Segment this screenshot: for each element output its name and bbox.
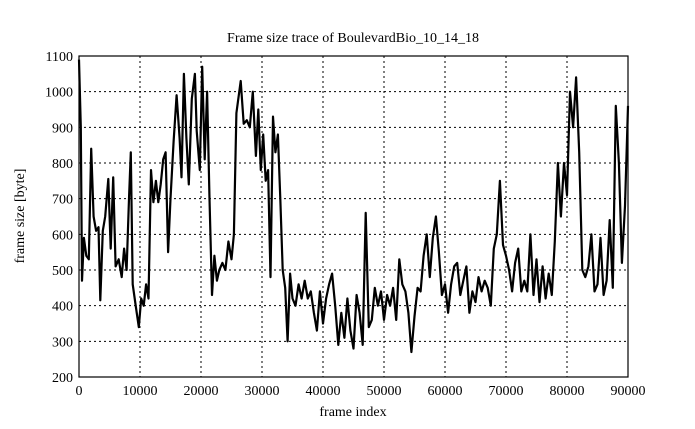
- chart-title: Frame size trace of BoulevardBio_10_14_1…: [227, 31, 479, 46]
- y-tick-label: 900: [52, 121, 73, 136]
- y-axis: 200 300 400 500 600 700 800 900 1000 1100: [45, 50, 73, 386]
- plot-frame: [78, 55, 629, 378]
- y-tick-label: 700: [52, 193, 73, 208]
- y-tick-label: 600: [52, 228, 73, 243]
- x-tick-label: 70000: [489, 384, 524, 399]
- x-axis: 0 10000 20000 30000 40000 50000 60000 70000 8000…: [76, 384, 646, 399]
- y-tick-label: 400: [52, 300, 73, 315]
- y-tick-label: 300: [52, 335, 73, 350]
- y-tick-label: 200: [52, 371, 73, 386]
- x-tick-label: 60000: [428, 384, 463, 399]
- frame-size-series-line: [77, 59, 630, 354]
- y-tick-label: 800: [52, 157, 73, 172]
- x-tick-label: 10000: [123, 384, 158, 399]
- x-tick-label: 80000: [550, 384, 585, 399]
- x-tick-label: 90000: [611, 384, 646, 399]
- x-axis-label: frame index: [319, 405, 386, 420]
- y-tick-label: 1000: [45, 86, 73, 101]
- x-tick-label: 40000: [306, 384, 341, 399]
- grid: [79, 56, 628, 377]
- x-tick-label: 0: [76, 384, 83, 399]
- x-tick-label: 30000: [245, 384, 280, 399]
- x-tick-label: 20000: [184, 384, 219, 399]
- y-tick-label: 500: [52, 264, 73, 279]
- x-tick-label: 50000: [367, 384, 402, 399]
- y-tick-label: 1100: [46, 50, 73, 65]
- y-axis-label: frame size [byte]: [13, 169, 28, 264]
